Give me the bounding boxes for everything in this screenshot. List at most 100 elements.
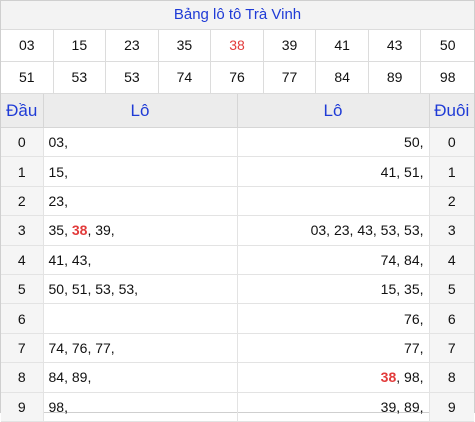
- table-row: 2 23, 2: [1, 186, 474, 217]
- lo-number: 74: [48, 339, 65, 356]
- lo-number: 84: [48, 369, 65, 386]
- lo-number: 39: [380, 398, 397, 415]
- table-row: 4 41, 43, 74, 84, 4: [1, 245, 474, 275]
- loto-numbers-grid: 03 15 23 35 38 39 41 43 50 51 53 53 74 76 77 84 89 98: [1, 30, 474, 94]
- lo-by-duoi: 15, 35,: [237, 274, 430, 305]
- duoi-digit: 2: [429, 186, 474, 217]
- lo-number: 03: [310, 222, 327, 239]
- lo-by-duoi: 03, 23, 43, 53, 53,: [237, 215, 430, 246]
- loto-number: 50: [421, 30, 474, 62]
- lo-by-duoi: 77,: [237, 333, 430, 364]
- loto-number: 89: [368, 62, 422, 94]
- lo-number: 39: [95, 222, 111, 239]
- lo-number: 15: [380, 281, 397, 298]
- lo-number: 38: [380, 369, 397, 386]
- duoi-digit: 8: [429, 362, 474, 393]
- loto-number: 98: [421, 62, 474, 94]
- lo-number: 53: [380, 222, 397, 239]
- duoi-digit: 0: [429, 127, 474, 158]
- lo-number: 23: [333, 222, 350, 239]
- lo-by-dau: [43, 303, 238, 334]
- board-title: Bảng lô tô Trà Vinh: [1, 1, 474, 30]
- lo-number: 77: [404, 339, 420, 356]
- lo-number: 35: [404, 281, 420, 298]
- lo-number: 53: [118, 281, 135, 298]
- lo-by-dau: 35, 38, 39,: [43, 215, 238, 246]
- lo-by-duoi: 38, 98,: [237, 362, 430, 393]
- loto-number: 43: [368, 30, 422, 62]
- loto-number: 76: [211, 62, 264, 94]
- table-row: 6 76, 6: [1, 303, 474, 334]
- loto-number: 51: [1, 62, 54, 94]
- dau-digit: 2: [1, 186, 44, 217]
- lo-by-dau: 98,: [43, 392, 238, 422]
- duoi-digit: 3: [429, 215, 474, 246]
- dau-digit: 1: [1, 156, 44, 187]
- lo-by-dau: 84, 89,: [43, 362, 238, 393]
- dau-digit: 4: [1, 245, 44, 275]
- loto-number: 74: [158, 62, 212, 94]
- duoi-digit: 9: [429, 392, 474, 422]
- lo-number: 98: [48, 398, 65, 415]
- dau-digit: 3: [1, 215, 44, 246]
- dau-digit: 8: [1, 362, 44, 393]
- table-row: 1 15, 41, 51, 1: [1, 156, 474, 187]
- duoi-digit: 1: [429, 156, 474, 187]
- header-lo-right: Lô: [237, 94, 430, 128]
- lo-by-duoi: 76,: [237, 303, 430, 334]
- lo-by-duoi: 39, 89,: [237, 392, 430, 422]
- dau-digit: 5: [1, 274, 44, 305]
- loto-number: 53: [53, 62, 107, 94]
- lo-number: 53: [95, 281, 111, 298]
- lo-number: 43: [357, 222, 373, 239]
- lo-number: 76: [404, 310, 420, 327]
- dau-digit: 6: [1, 303, 44, 334]
- lo-number: 03: [48, 134, 65, 151]
- lo-by-dau: 74, 76, 77,: [43, 333, 238, 364]
- lo-number: 23: [48, 192, 65, 209]
- lo-number: 41: [48, 251, 65, 268]
- dau-digit: 0: [1, 127, 44, 158]
- header-duoi: Đuôi: [429, 94, 474, 128]
- lo-by-duoi: 41, 51,: [237, 156, 430, 187]
- lo-number: 89: [404, 398, 420, 415]
- lo-by-dau: 23,: [43, 186, 238, 217]
- lo-number: 35: [48, 222, 65, 239]
- lo-number: 50: [48, 281, 65, 298]
- loto-number: 35: [158, 30, 212, 62]
- table-body: 0 03, 50, 0 1 15, 41, 51, 1 2 23, 2 3 35, 38, 3…: [1, 127, 474, 422]
- lo-number: 53: [404, 222, 420, 239]
- lo-by-duoi: 50,: [237, 127, 430, 158]
- lo-by-dau: 15,: [43, 156, 238, 187]
- lo-number: 51: [404, 163, 420, 180]
- dau-digit: 9: [1, 392, 44, 422]
- loto-number: 23: [106, 30, 159, 62]
- lo-number: 77: [95, 339, 111, 356]
- lo-number: 43: [71, 251, 88, 268]
- lo-by-dau: 41, 43,: [43, 245, 238, 275]
- lo-number: 98: [404, 369, 420, 386]
- lo-by-dau: 03,: [43, 127, 238, 158]
- table-row: 9 98, 39, 89, 9: [1, 392, 474, 422]
- lo-number: 51: [71, 281, 88, 298]
- duoi-digit: 6: [429, 303, 474, 334]
- lo-by-dau: 50, 51, 53, 53,: [43, 274, 238, 305]
- header-lo-left: Lô: [43, 94, 238, 128]
- table-row: 7 74, 76, 77, 77, 7: [1, 333, 474, 364]
- lo-by-duoi: [237, 186, 430, 217]
- dau-digit: 7: [1, 333, 44, 364]
- duoi-digit: 7: [429, 333, 474, 364]
- loto-number: 38: [211, 30, 264, 62]
- lo-number: 84: [404, 251, 420, 268]
- lo-number: 74: [380, 251, 397, 268]
- lo-number: 50: [404, 134, 420, 151]
- loto-number: 53: [106, 62, 159, 94]
- loto-number: 41: [316, 30, 369, 62]
- lo-number: 38: [71, 222, 88, 239]
- loto-number: 15: [53, 30, 107, 62]
- lo-number: 41: [380, 163, 397, 180]
- loto-number: 84: [316, 62, 369, 94]
- loto-number: 39: [263, 30, 317, 62]
